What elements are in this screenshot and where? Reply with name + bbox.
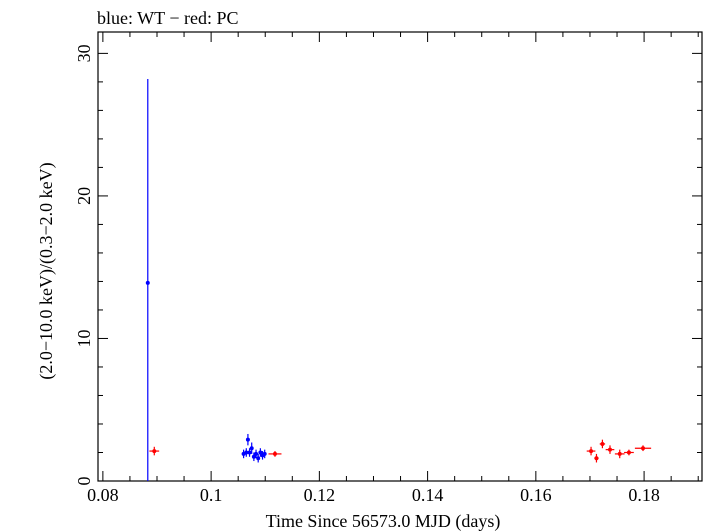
data-point: [149, 446, 160, 456]
x-tick-label: 0.08: [87, 485, 119, 505]
data-point: [244, 448, 249, 457]
point-marker: [626, 450, 631, 455]
data-point: [260, 451, 265, 460]
axis-ticks: [98, 32, 702, 482]
data-point: [605, 445, 615, 454]
data-point: [249, 442, 254, 454]
series-1: [149, 439, 652, 463]
x-tick-label: 0.16: [520, 485, 552, 505]
point-marker: [249, 446, 254, 451]
data-point: [599, 439, 606, 449]
data-point: [586, 446, 596, 456]
point-marker: [262, 451, 267, 456]
y-axis-title: (2.0−10.0 keV)/(0.3−2.0 keV): [36, 162, 57, 379]
point-marker: [251, 454, 256, 459]
tick-labels: 0.08 0.1 0.12 0.14 0.16 0.18 0 10 20 30: [74, 44, 660, 505]
data-point: [256, 453, 261, 463]
point-marker: [245, 437, 250, 442]
point-marker: [600, 441, 605, 446]
point-marker: [617, 451, 622, 456]
y-tick-label: 30: [74, 44, 94, 62]
x-tick-label: 0.14: [412, 485, 444, 505]
point-marker: [256, 456, 261, 461]
series-0: [145, 79, 267, 481]
point-marker: [254, 451, 259, 456]
data-point: [254, 449, 259, 459]
point-marker: [152, 449, 157, 454]
point-marker: [607, 447, 612, 452]
data-point: [245, 433, 250, 446]
y-tick-label: 10: [74, 329, 94, 347]
point-marker: [641, 446, 646, 451]
plot-frame: [97, 31, 703, 482]
y-tick-label: 20: [74, 187, 94, 205]
point-marker: [244, 450, 249, 455]
point-marker: [594, 456, 599, 461]
data-point: [268, 451, 282, 457]
chart-title: blue: WT − red: PC: [97, 8, 238, 28]
x-axis-title: Time Since 56573.0 MJD (days): [266, 511, 501, 532]
point-marker: [272, 451, 277, 456]
data-point: [624, 449, 634, 456]
data-series: [145, 79, 652, 481]
point-marker: [247, 450, 252, 455]
x-tick-label: 0.18: [628, 485, 660, 505]
data-point: [614, 449, 625, 459]
data-point: [594, 453, 599, 463]
data-point: [258, 448, 263, 457]
point-marker: [145, 280, 150, 285]
data-point: [251, 452, 256, 462]
data-point: [247, 448, 252, 457]
point-marker: [258, 450, 263, 455]
data-point: [262, 449, 267, 459]
plot-border: [97, 31, 703, 482]
y-tick-label: 0: [74, 477, 94, 486]
data-point: [634, 445, 652, 452]
point-marker: [589, 449, 594, 454]
x-tick-label: 0.12: [304, 485, 336, 505]
x-tick-label: 0.1: [200, 485, 223, 505]
data-point: [145, 79, 150, 481]
